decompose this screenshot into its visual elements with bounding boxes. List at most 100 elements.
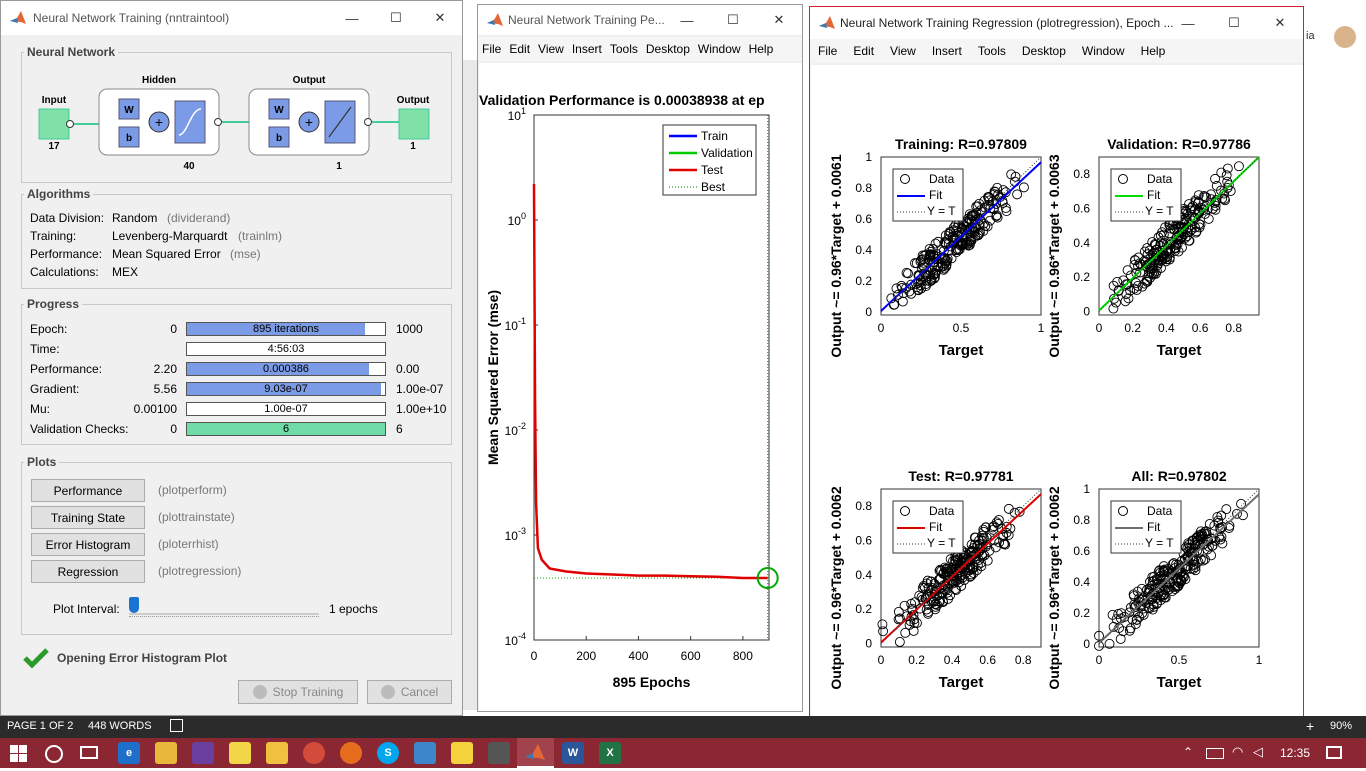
battery-icon[interactable] <box>1206 748 1224 759</box>
menu-help[interactable]: Help <box>1140 44 1166 58</box>
avatar[interactable] <box>1334 26 1356 48</box>
minimize-button[interactable]: — <box>1181 15 1195 31</box>
zoom-level[interactable]: 90% <box>1330 720 1353 732</box>
data-point <box>919 582 930 593</box>
menu-tools[interactable]: Tools <box>977 44 1006 58</box>
menu-file[interactable]: File <box>482 42 502 56</box>
page-count[interactable]: PAGE 1 OF 2 <box>7 720 74 732</box>
minimize-button[interactable]: — <box>345 10 359 26</box>
notes-icon[interactable] <box>451 742 473 764</box>
excel-icon[interactable]: X <box>599 742 621 764</box>
data-point <box>998 531 1009 542</box>
maximize-button[interactable]: ☐ <box>1228 15 1240 30</box>
maximize-button[interactable]: ☐ <box>390 10 402 25</box>
cancel-button[interactable]: Cancel <box>367 680 452 704</box>
data-point <box>1221 504 1232 515</box>
menu-insert[interactable]: Insert <box>571 42 602 56</box>
data-point <box>1173 246 1184 257</box>
stop-training-button[interactable]: Stop Training <box>238 680 358 704</box>
progress-end: 1.00e+10 <box>396 402 447 416</box>
data-point <box>1199 191 1210 201</box>
performance-titlebar: Neural Network Training Pe... — ☐ ✕ <box>478 5 802 35</box>
menu-view[interactable]: View <box>538 42 564 56</box>
word-count[interactable]: 448 WORDS <box>88 720 152 732</box>
regression-title: Test: R=0.97781 <box>908 468 1013 484</box>
menu-view[interactable]: View <box>890 44 916 58</box>
volume-icon[interactable]: ◁ <box>1253 744 1263 759</box>
legend-entry: Data <box>1147 172 1173 186</box>
menu-edit[interactable]: Edit <box>853 44 875 58</box>
calculator-icon[interactable] <box>488 742 510 764</box>
sticky-notes-icon[interactable] <box>229 742 251 764</box>
menu-desktop[interactable]: Desktop <box>645 42 690 56</box>
menu-file[interactable]: File <box>818 44 838 58</box>
data-point <box>909 618 920 629</box>
algorithm-label: Data Division: <box>30 211 105 225</box>
data-point <box>1176 233 1186 244</box>
progress-end: 1000 <box>396 322 423 336</box>
plot-interval-slider[interactable] <box>129 597 319 617</box>
test-series-line <box>532 184 768 580</box>
proofing-icon[interactable] <box>170 719 183 732</box>
task-view-icon[interactable] <box>80 746 98 759</box>
data-point <box>1137 281 1148 292</box>
plot-button-regression[interactable]: Regression <box>31 560 145 583</box>
minimize-button[interactable]: — <box>680 12 694 28</box>
data-point <box>938 580 949 591</box>
plot-button-performance[interactable]: Performance <box>31 479 145 502</box>
progress-start: 0 <box>170 422 177 436</box>
taskbar: e S W X ⌃ ◠ ◁ 12:35 <box>0 738 1366 768</box>
menu-insert[interactable]: Insert <box>931 44 962 58</box>
data-point <box>940 585 951 596</box>
close-button[interactable]: ✕ <box>1274 15 1286 30</box>
word-icon[interactable]: W <box>562 742 584 764</box>
menu-window[interactable]: Window <box>1081 44 1125 58</box>
wifi-icon[interactable]: ◠ <box>1232 744 1244 759</box>
algorithm-function: (mse) <box>230 247 261 261</box>
data-point <box>1132 280 1143 291</box>
data-point <box>891 283 902 294</box>
data-point <box>925 576 936 587</box>
notification-icon[interactable] <box>1326 746 1342 759</box>
data-point <box>987 522 998 533</box>
slider-thumb[interactable] <box>129 597 139 613</box>
app-icon[interactable] <box>192 742 214 764</box>
maximize-button[interactable]: ☐ <box>727 12 739 27</box>
zoom-in-icon[interactable]: + <box>1306 718 1315 734</box>
chrome-icon[interactable] <box>303 742 325 764</box>
plot-function: (ploterrhist) <box>158 537 219 551</box>
data-point <box>877 619 888 630</box>
y-tick-label: 1 <box>1083 482 1090 496</box>
data-point <box>1194 218 1204 229</box>
close-button[interactable]: ✕ <box>773 12 785 27</box>
firefox-icon[interactable] <box>340 742 362 764</box>
menu-help[interactable]: Help <box>748 42 774 56</box>
data-point <box>934 574 945 584</box>
x-tick-label: 0.5 <box>1171 653 1188 667</box>
regression-plot: Test: R=0.97781 0 0.2 0.4 0.6 0.8 0 0.2 0.4 0.6 0.… <box>828 468 1042 691</box>
menu-window[interactable]: Window <box>697 42 741 56</box>
skype-icon[interactable]: S <box>377 742 399 764</box>
data-point <box>1195 554 1206 565</box>
matlab-taskbar-button[interactable] <box>517 738 554 768</box>
hidden-weight-box <box>118 98 140 120</box>
paint-icon[interactable] <box>266 742 288 764</box>
data-point <box>1233 161 1244 172</box>
plot-button-training-state[interactable]: Training State <box>31 506 145 529</box>
data-point <box>906 611 917 622</box>
clock[interactable]: 12:35 <box>1280 746 1311 760</box>
menu-tools[interactable]: Tools <box>609 42 638 56</box>
data-point <box>953 567 964 578</box>
plot-button-error-histogram[interactable]: Error Histogram <box>31 533 145 556</box>
menu-edit[interactable]: Edit <box>509 42 531 56</box>
data-point <box>1160 592 1171 603</box>
menu-desktop[interactable]: Desktop <box>1021 44 1066 58</box>
close-button[interactable]: ✕ <box>434 10 446 25</box>
edge-icon[interactable]: e <box>118 742 140 764</box>
svg-text:+: + <box>305 114 313 130</box>
tray-chevron-icon[interactable]: ⌃ <box>1183 745 1194 759</box>
network-app-icon[interactable] <box>414 742 436 764</box>
search-icon[interactable] <box>45 745 63 763</box>
file-explorer-icon[interactable] <box>155 742 177 764</box>
windows-start-icon[interactable] <box>10 745 27 762</box>
